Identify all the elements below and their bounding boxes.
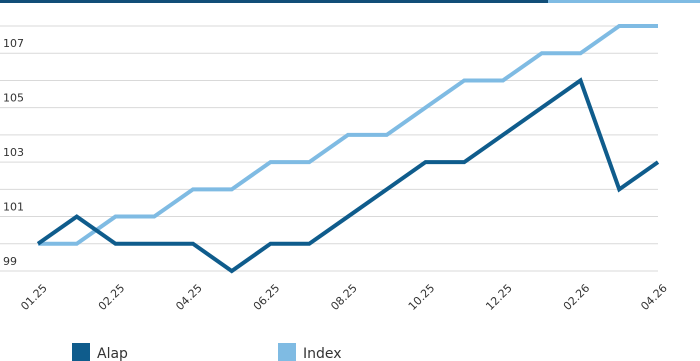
- x-tick-label: 04.26: [638, 282, 669, 313]
- legend-label: Alap: [97, 346, 128, 361]
- top-bar: [0, 0, 548, 3]
- y-tick-label: 101: [3, 201, 24, 214]
- legend-label: Index: [303, 346, 342, 361]
- top-bar-accent: [548, 0, 700, 3]
- legend-swatch: [278, 343, 296, 361]
- x-tick-label: 10.25: [406, 282, 437, 313]
- legend-swatch: [72, 343, 90, 361]
- y-tick-label: 103: [3, 146, 24, 159]
- x-tick-label: 01.25: [18, 282, 49, 313]
- x-tick-label: 02.26: [561, 282, 592, 313]
- x-tick-label: 08.25: [328, 282, 359, 313]
- x-tick-label: 02.25: [96, 282, 127, 313]
- x-tick-label: 04.25: [173, 282, 204, 313]
- y-tick-label: 99: [3, 255, 17, 268]
- series-line: [36, 77, 660, 274]
- series-line: [38, 24, 658, 246]
- y-tick-label: 105: [3, 92, 24, 105]
- x-tick-label: 12.25: [483, 282, 514, 313]
- y-tick-label: 107: [3, 37, 24, 50]
- x-tick-label: 06.25: [251, 282, 282, 313]
